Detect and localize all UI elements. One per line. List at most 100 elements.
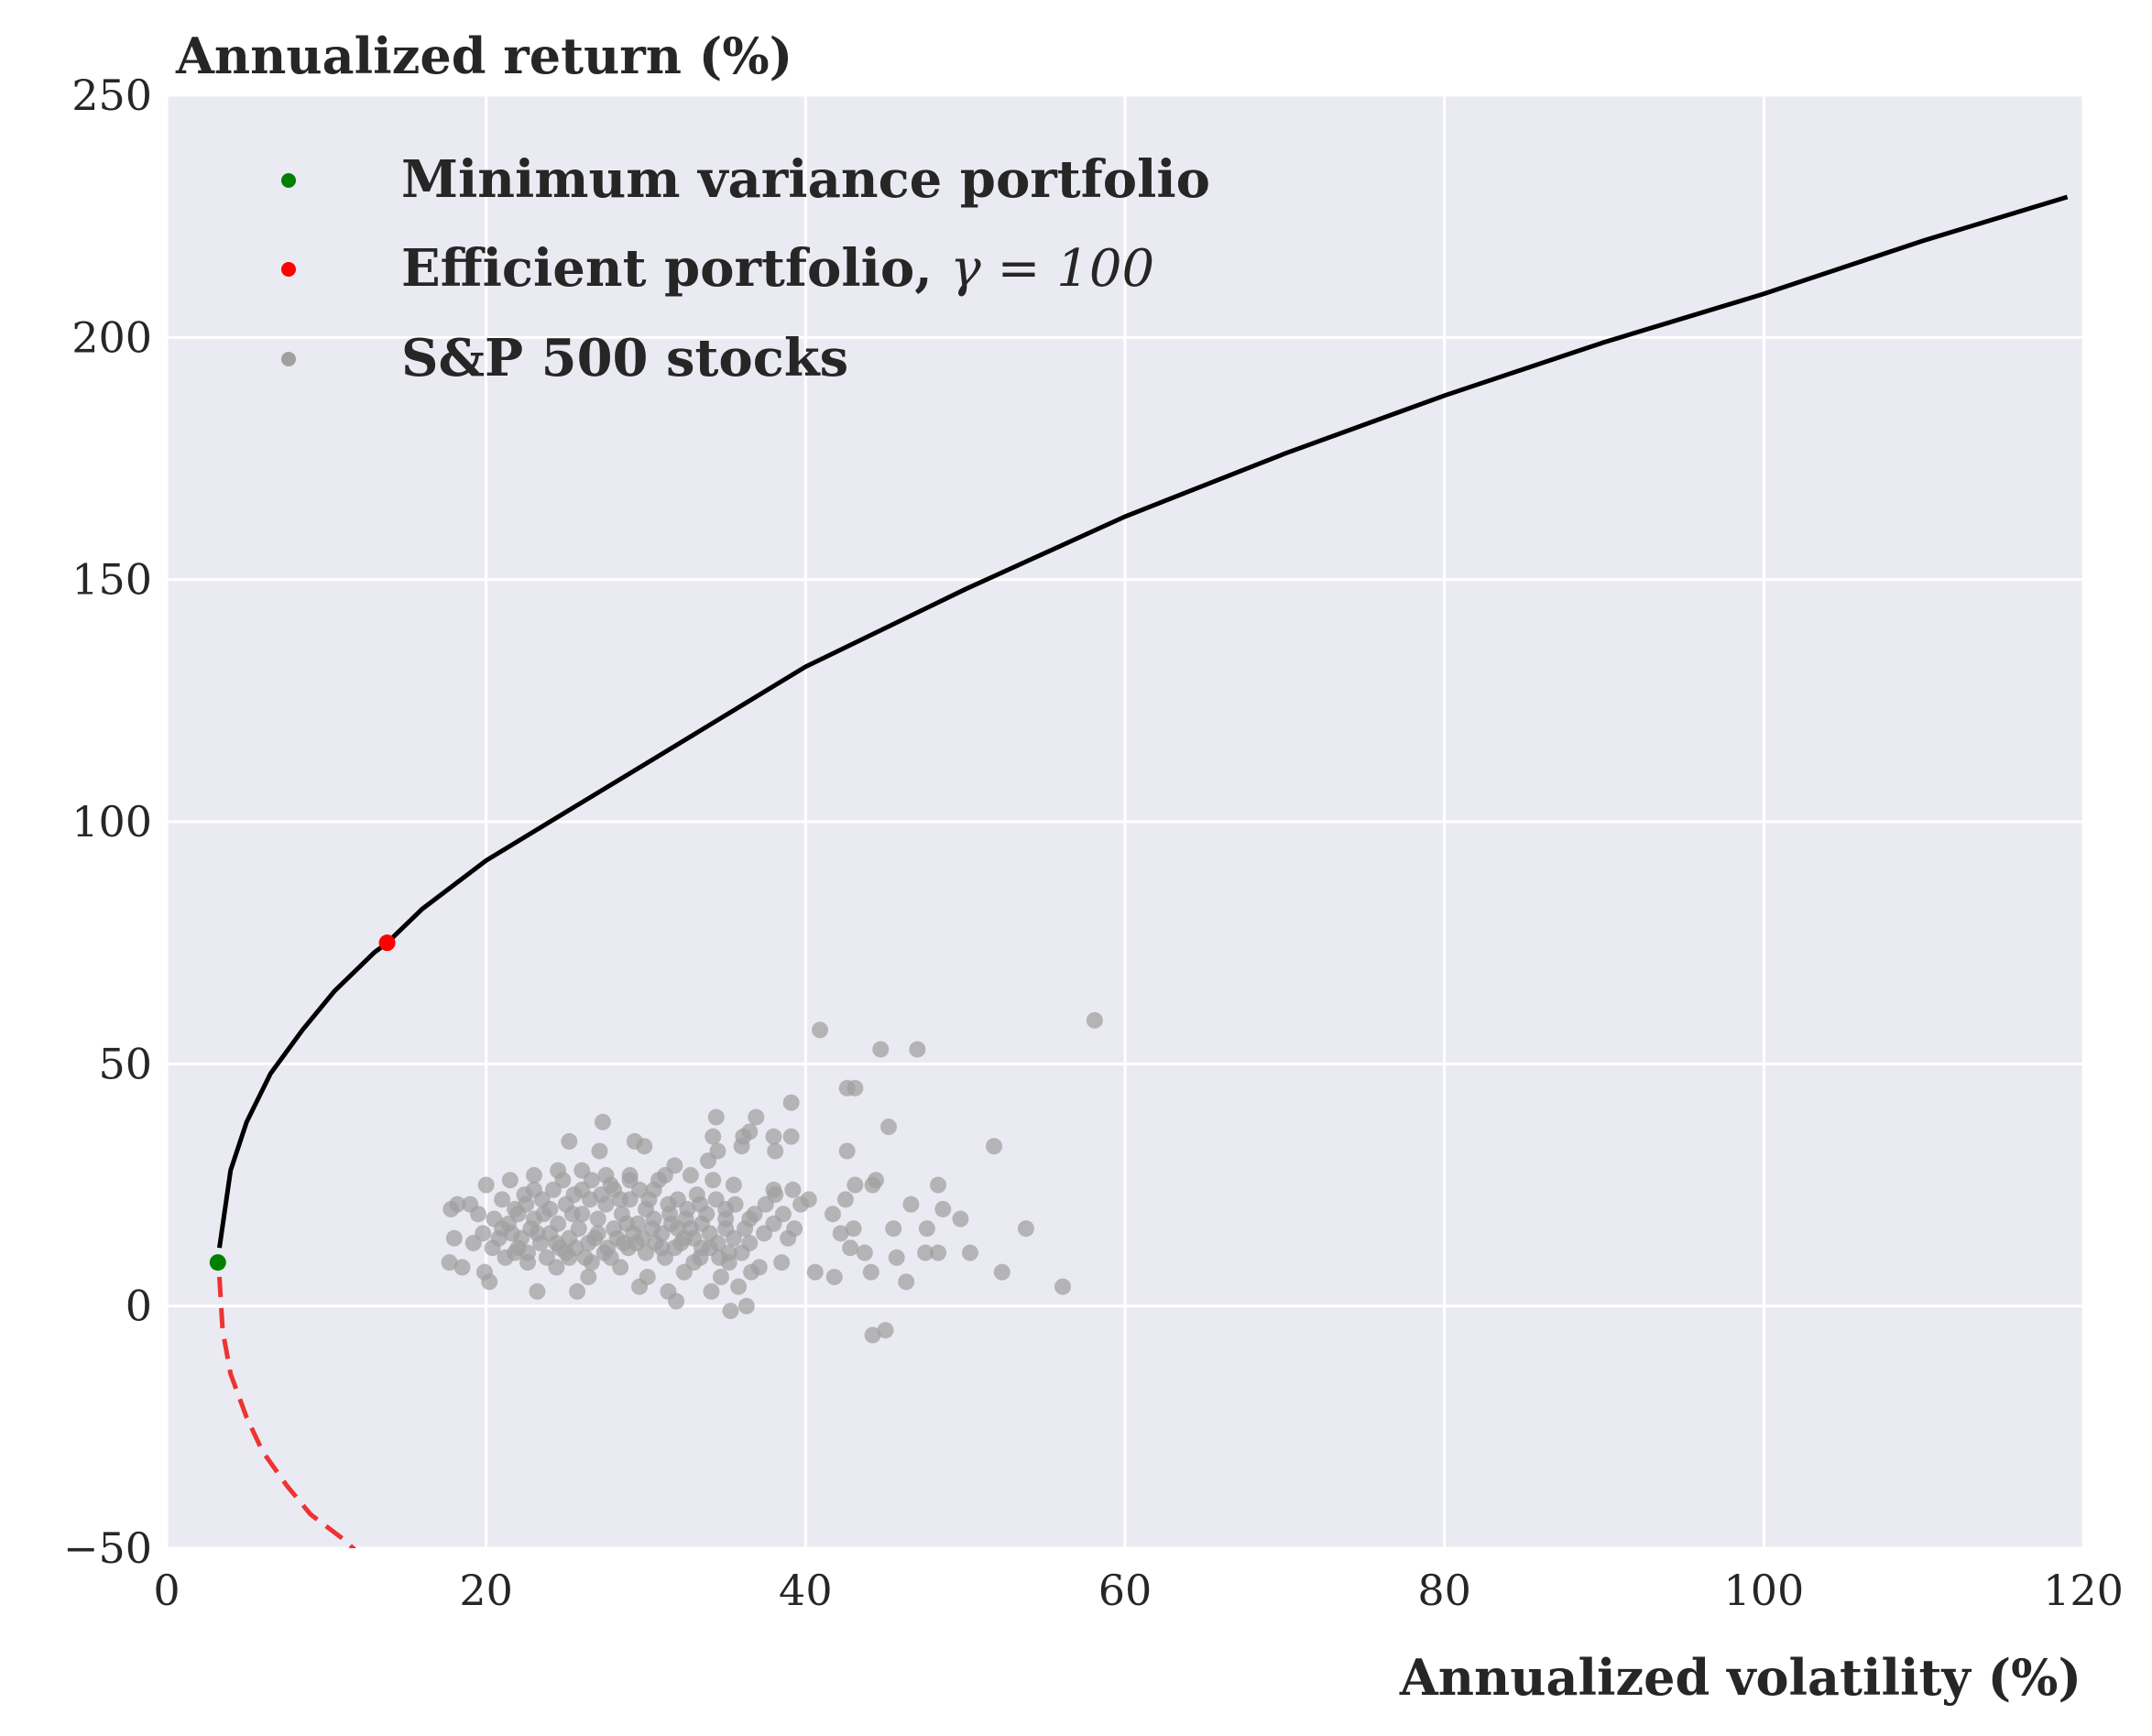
stock-point — [864, 1327, 881, 1344]
stock-point — [934, 1200, 952, 1217]
stock-point — [812, 1021, 829, 1039]
grid-lines — [165, 93, 2085, 1550]
stock-point — [668, 1293, 685, 1310]
stock-point — [529, 1225, 546, 1242]
stock-point — [986, 1138, 1003, 1155]
stock-point — [595, 1244, 613, 1261]
stock-point — [580, 1268, 597, 1285]
stock-point — [725, 1229, 742, 1247]
stock-point — [441, 1254, 458, 1272]
stock-point — [838, 1142, 856, 1160]
y-tick-labels: −50 0 50 100 150 200 250 — [63, 71, 152, 1573]
stock-point — [561, 1132, 578, 1150]
stock-point — [898, 1273, 915, 1291]
stock-point — [909, 1041, 926, 1058]
stock-point — [792, 1196, 810, 1213]
stock-point — [662, 1215, 680, 1232]
stock-point — [993, 1263, 1010, 1281]
stock-point — [961, 1244, 978, 1261]
stock-point — [525, 1166, 542, 1184]
stock-point — [703, 1283, 720, 1300]
stock-point — [660, 1196, 677, 1213]
legend-label-efficient-math: γ = 100 — [950, 239, 1154, 299]
x-axis-title: Annualized volatility (%) — [1399, 1648, 2081, 1707]
stock-point — [477, 1176, 495, 1194]
stock-point — [847, 1176, 864, 1194]
stock-point — [501, 1172, 519, 1189]
stock-point — [494, 1191, 511, 1208]
stock-point — [784, 1181, 802, 1198]
stock-point — [737, 1297, 755, 1315]
stock-point — [449, 1196, 466, 1213]
stock-point — [636, 1138, 653, 1155]
stock-point — [836, 1191, 854, 1208]
stock-points — [441, 1011, 1103, 1344]
stock-point — [612, 1259, 629, 1276]
stock-point — [773, 1254, 791, 1272]
stock-point — [640, 1191, 658, 1208]
stock-point — [832, 1225, 849, 1242]
stock-point — [705, 1172, 722, 1189]
stock-point — [453, 1259, 471, 1276]
legend-label-min-variance: Minimum variance portfolio — [401, 149, 1210, 210]
stock-point — [774, 1206, 792, 1223]
stock-point — [1086, 1011, 1103, 1029]
stock-point — [554, 1172, 572, 1189]
legend-marker-min-variance — [281, 173, 296, 188]
y-tick-label: −50 — [63, 1523, 152, 1573]
stock-point — [726, 1196, 744, 1213]
min-variance-point — [209, 1254, 226, 1272]
stock-point — [535, 1206, 552, 1223]
y-tick-label: 200 — [71, 312, 152, 362]
stock-point — [825, 1268, 843, 1285]
stock-point — [707, 1108, 725, 1126]
stock-point — [507, 1200, 524, 1217]
x-tick-label: 100 — [1723, 1566, 1804, 1615]
legend-label-stocks: S&P 500 stocks — [401, 328, 848, 388]
stock-point — [737, 1220, 754, 1238]
y-tick-label: 250 — [71, 71, 152, 120]
stock-point — [679, 1200, 696, 1217]
stock-point — [602, 1176, 619, 1194]
stock-point — [917, 1244, 934, 1261]
stock-point — [612, 1191, 629, 1208]
stock-point — [705, 1128, 722, 1145]
stock-point — [682, 1166, 699, 1184]
efficient-portfolio-point — [378, 934, 396, 952]
stock-point — [606, 1220, 623, 1238]
stock-point — [643, 1220, 661, 1238]
stock-point — [733, 1138, 750, 1155]
y-tick-label: 50 — [98, 1039, 152, 1088]
stock-point — [712, 1268, 729, 1285]
stock-point — [569, 1283, 586, 1300]
x-tick-label: 80 — [1417, 1566, 1471, 1615]
stock-point — [746, 1206, 763, 1223]
stock-point — [782, 1094, 800, 1111]
stock-point — [877, 1322, 894, 1339]
stock-point — [845, 1220, 862, 1238]
y-tick-label: 0 — [126, 1282, 152, 1331]
stock-point — [918, 1220, 935, 1238]
frontier-curves — [217, 194, 2069, 1548]
y-axis-title: Annualized return (%) — [175, 27, 792, 85]
stock-point — [725, 1176, 742, 1194]
stock-point — [750, 1259, 768, 1276]
stock-point — [529, 1283, 546, 1300]
stock-point — [930, 1244, 947, 1261]
stock-point — [717, 1210, 735, 1228]
stock-point — [445, 1229, 463, 1247]
stock-point — [730, 1278, 748, 1295]
stock-point — [589, 1210, 606, 1228]
stock-point — [782, 1128, 800, 1145]
stock-point — [842, 1239, 859, 1257]
stock-point — [464, 1234, 482, 1251]
stock-point — [720, 1244, 737, 1261]
x-tick-labels: 0 20 40 60 80 100 120 — [153, 1566, 2124, 1615]
stock-point — [765, 1128, 782, 1145]
x-tick-label: 120 — [2043, 1566, 2124, 1615]
stock-point — [519, 1244, 536, 1261]
stock-point — [885, 1220, 902, 1238]
stock-point — [930, 1176, 947, 1194]
x-tick-label: 40 — [779, 1566, 833, 1615]
